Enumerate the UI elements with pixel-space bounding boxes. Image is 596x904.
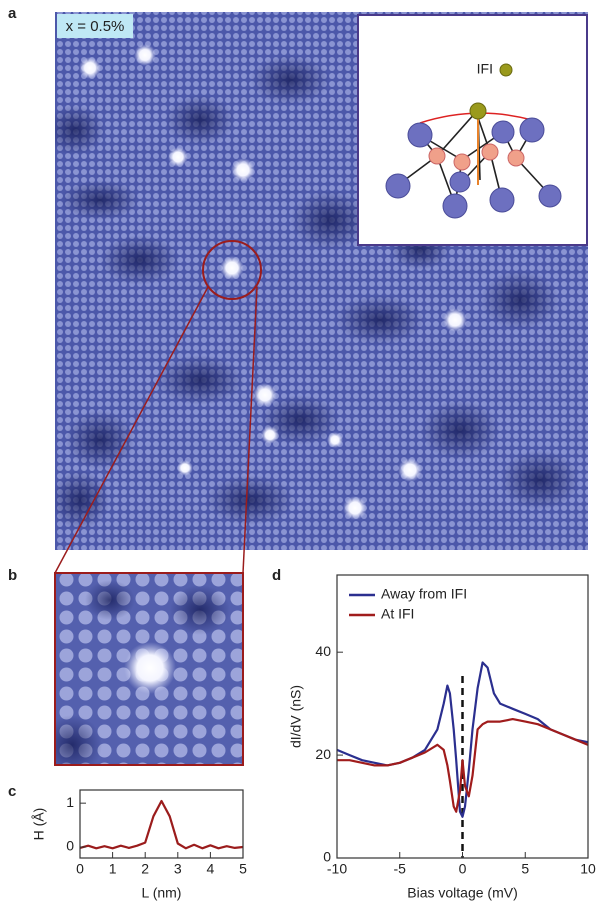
x-tick-label: -5 xyxy=(394,861,407,877)
zoom-line xyxy=(54,286,209,574)
panel-label: a xyxy=(8,5,17,22)
image-label-bg xyxy=(57,14,133,38)
y-tick-label: 0 xyxy=(66,838,74,854)
series-line xyxy=(337,718,589,813)
image-label: x = 0.5% xyxy=(66,18,125,35)
stm-zoom xyxy=(55,573,243,765)
panel-label: d xyxy=(272,567,281,584)
x-tick-label: 0 xyxy=(459,861,467,877)
y-tick-label: 0 xyxy=(323,849,331,865)
y-axis-label: H (Å) xyxy=(31,808,47,841)
y-tick-label: 1 xyxy=(66,794,74,810)
x-axis-label: L (nm) xyxy=(142,885,182,901)
x-tick-label: 10 xyxy=(580,861,596,877)
series-line xyxy=(79,799,244,850)
x-tick-label: 3 xyxy=(174,861,182,877)
zoom-circle xyxy=(202,240,262,300)
y-tick-label: 40 xyxy=(315,643,331,659)
x-tick-label: 5 xyxy=(239,861,247,877)
legend-label: Away from IFI xyxy=(381,586,467,602)
legend-label: At IFI xyxy=(381,606,414,622)
y-tick-label: 20 xyxy=(315,746,331,762)
inset: IFI xyxy=(357,14,588,246)
x-tick-label: 0 xyxy=(76,861,84,877)
x-tick-label: 4 xyxy=(207,861,215,877)
x-axis-label: Bias voltage (mV) xyxy=(407,885,517,901)
x-tick-label: 1 xyxy=(109,861,117,877)
zoom-line xyxy=(242,286,258,574)
inset-label: IFI xyxy=(477,61,493,77)
x-tick-label: -10 xyxy=(327,861,347,877)
panel-label: c xyxy=(8,783,16,800)
x-tick-label: 2 xyxy=(141,861,149,877)
panel-label: b xyxy=(8,567,17,584)
y-axis-label: dI/dV (nS) xyxy=(288,685,304,748)
plot-frame xyxy=(79,789,244,859)
x-tick-label: 5 xyxy=(521,861,529,877)
